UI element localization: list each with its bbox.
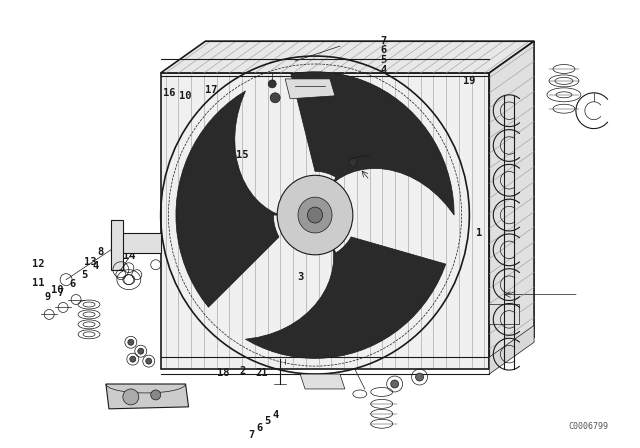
Text: 4: 4	[93, 261, 99, 271]
Text: 16: 16	[163, 88, 175, 98]
Text: 18: 18	[217, 368, 229, 378]
Polygon shape	[161, 41, 534, 73]
Text: 6: 6	[70, 279, 76, 289]
Polygon shape	[106, 384, 189, 409]
Ellipse shape	[277, 175, 353, 255]
Text: 3: 3	[298, 272, 304, 282]
Circle shape	[146, 358, 152, 364]
Circle shape	[123, 389, 139, 405]
Text: 5: 5	[264, 416, 271, 426]
Text: 19: 19	[463, 76, 476, 86]
Text: 13: 13	[84, 257, 97, 267]
Polygon shape	[246, 237, 446, 358]
Text: 21: 21	[255, 368, 268, 378]
Polygon shape	[111, 220, 123, 270]
Text: 8: 8	[97, 246, 103, 257]
Text: 20: 20	[110, 387, 122, 397]
Circle shape	[270, 93, 280, 103]
Circle shape	[128, 339, 134, 345]
Circle shape	[390, 380, 399, 388]
Text: C0006799: C0006799	[569, 422, 609, 431]
Circle shape	[151, 390, 161, 400]
Text: 1: 1	[476, 228, 483, 238]
Text: 6: 6	[381, 45, 387, 56]
Text: 3: 3	[209, 277, 215, 287]
Polygon shape	[489, 305, 519, 324]
Text: 14: 14	[123, 251, 135, 261]
Circle shape	[268, 80, 276, 88]
Text: 7: 7	[249, 430, 255, 440]
Circle shape	[415, 373, 424, 381]
Text: 6: 6	[257, 423, 262, 433]
Polygon shape	[111, 233, 161, 253]
Text: 15: 15	[236, 150, 248, 160]
Circle shape	[138, 348, 144, 354]
Ellipse shape	[298, 197, 332, 233]
Text: 4: 4	[272, 409, 278, 420]
Ellipse shape	[307, 207, 323, 223]
Text: 9: 9	[44, 293, 51, 302]
Text: 10: 10	[179, 91, 191, 101]
Polygon shape	[300, 374, 345, 389]
Polygon shape	[489, 325, 534, 374]
Polygon shape	[291, 72, 454, 215]
Circle shape	[130, 356, 136, 362]
Text: 2: 2	[239, 366, 245, 376]
Polygon shape	[161, 73, 489, 369]
Text: 5: 5	[81, 270, 87, 280]
Text: 10: 10	[51, 285, 64, 295]
Polygon shape	[285, 79, 335, 99]
Text: 4: 4	[381, 65, 387, 74]
Polygon shape	[489, 41, 534, 369]
Text: 7: 7	[381, 35, 387, 46]
Text: 17: 17	[205, 85, 218, 95]
Polygon shape	[176, 91, 280, 307]
Text: 7: 7	[58, 288, 64, 298]
Text: 12: 12	[32, 259, 45, 269]
Circle shape	[349, 159, 357, 166]
Text: 11: 11	[32, 278, 45, 288]
Text: 5: 5	[381, 55, 387, 65]
